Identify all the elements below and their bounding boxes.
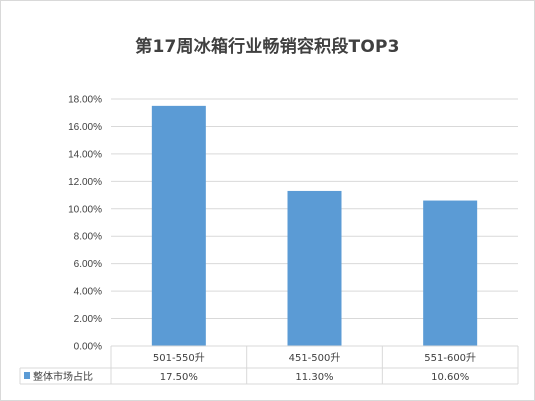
bar-3 xyxy=(423,200,478,346)
data-value-label: 17.50% xyxy=(160,372,198,383)
chart-title: 第17周冰箱行业畅销容积段TOP3 xyxy=(135,37,400,57)
y-tick-label: 14.00% xyxy=(68,149,102,160)
y-tick-label: 4.00% xyxy=(74,287,102,298)
bar-1 xyxy=(151,105,206,346)
bar-2 xyxy=(287,190,342,346)
y-tick-label: 6.00% xyxy=(74,259,102,270)
y-tick-label: 0.00% xyxy=(74,342,102,353)
y-tick-label: 12.00% xyxy=(68,177,102,188)
y-tick-label: 18.00% xyxy=(68,95,102,106)
legend-swatch xyxy=(24,372,30,379)
data-value-label: 11.30% xyxy=(295,372,333,383)
y-tick-label: 16.00% xyxy=(68,122,102,133)
legend-series-name: 整体市场占比 xyxy=(33,370,93,383)
y-tick-label: 10.00% xyxy=(68,204,102,215)
category-label: 501-550升 xyxy=(153,352,205,364)
data-value-label: 10.60% xyxy=(431,372,469,383)
y-tick-label: 2.00% xyxy=(74,314,102,325)
category-label: 551-600升 xyxy=(424,352,476,364)
y-tick-label: 8.00% xyxy=(74,232,102,243)
category-label: 451-500升 xyxy=(289,352,341,364)
